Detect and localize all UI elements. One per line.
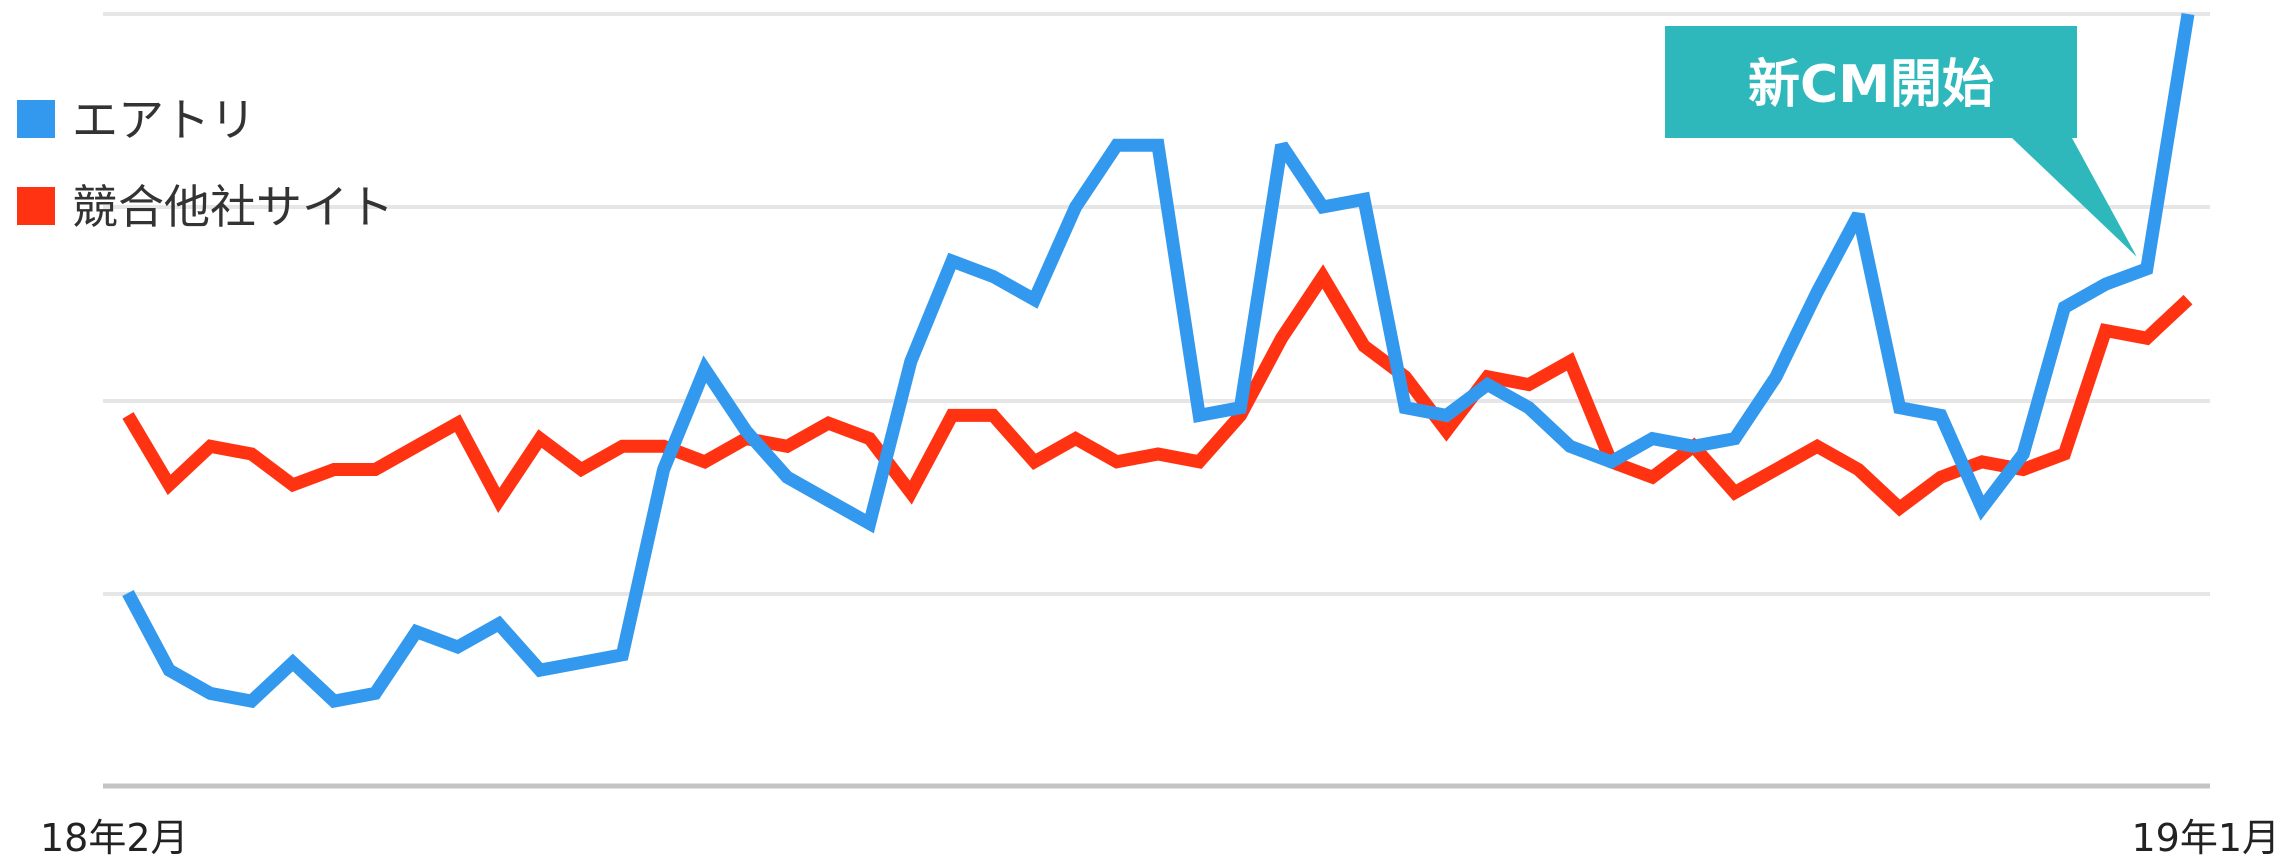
legend-item-2: 競合他社サイト [17,180,394,234]
callout-pointer [2012,138,2137,257]
annotation-callout: 新CM開始 [1665,26,2137,257]
x-tick-labels: 18年2月 19年1月 [40,816,2280,858]
series-1 [122,12,2195,709]
callout-box [1665,26,2077,138]
legend-swatch [17,187,55,225]
legend-label: エアトリ [72,93,256,147]
gridlines [103,12,2210,596]
series-2 [122,264,2193,517]
x-tick-label-start: 18年2月 [40,816,189,858]
series-lines [122,12,2195,709]
legend-swatch [17,100,55,138]
legend-label: 競合他社サイト [72,180,394,234]
legend-item-1: エアトリ [17,93,256,147]
x-tick-label-end: 19年1月 [2131,816,2280,858]
callout-text: 新CM開始 [1748,55,1994,115]
